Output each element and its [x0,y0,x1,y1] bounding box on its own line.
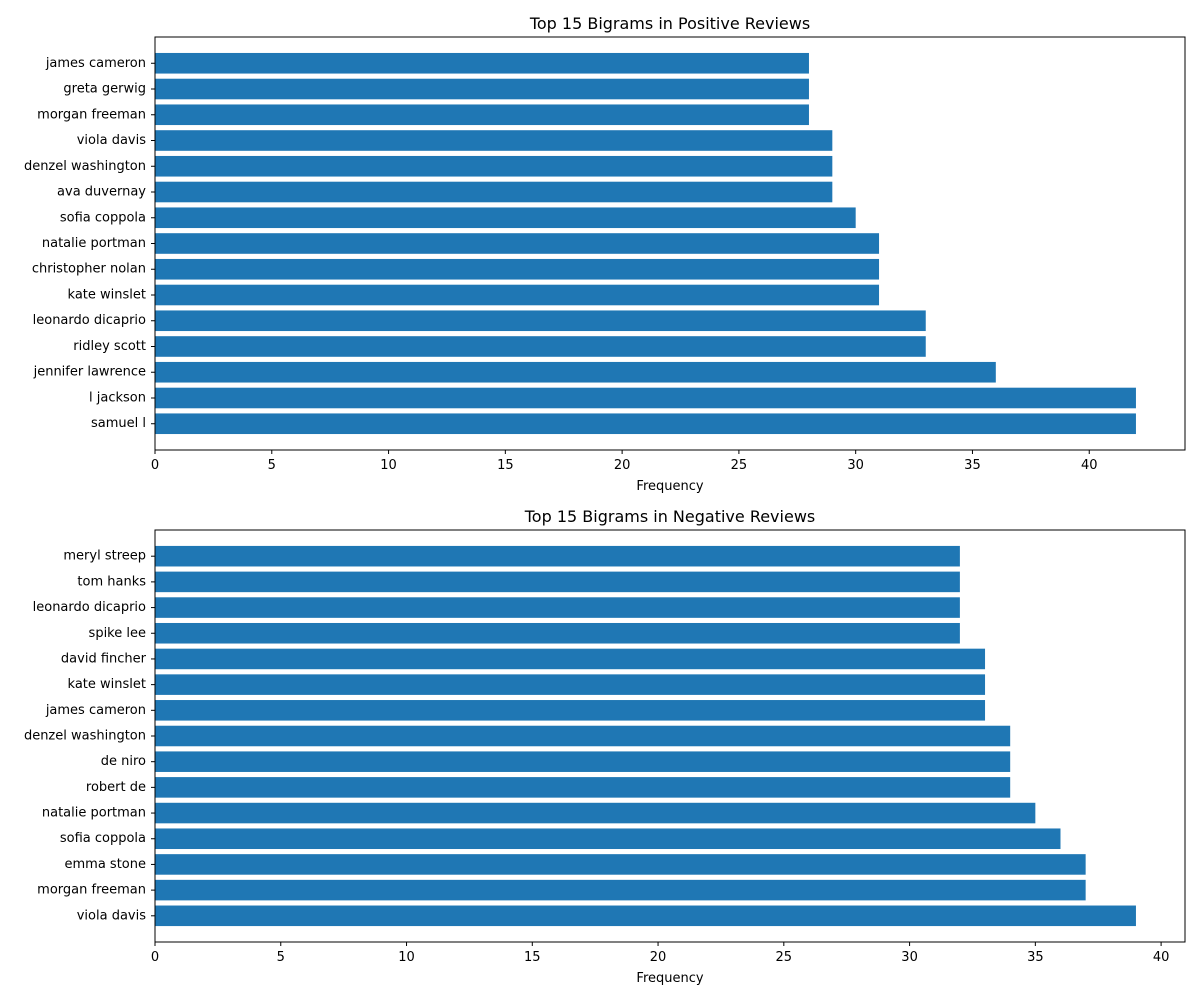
bar [155,258,880,280]
y-tick-label: sofia coppola [60,831,146,846]
y-tick-label: l jackson [89,390,146,405]
y-tick-label: meryl streep [63,549,146,564]
x-tick-label: 35 [964,458,981,473]
bar [155,310,926,332]
bar [155,879,1086,901]
x-tick-labels: 0 5 10 15 20 25 30 35 40 [151,942,1170,965]
bar [155,233,880,254]
x-tick-label: 40 [1153,950,1170,965]
bar [155,284,880,306]
y-tick-label: christopher nolan [32,262,146,277]
x-tick-label: 0 [151,950,159,965]
y-tick-label: denzel washington [24,729,146,744]
bar [155,828,1061,850]
y-tick-label: james cameron [45,703,146,718]
x-axis-label: Frequency [636,971,703,986]
x-axis-label: Frequency [636,479,703,494]
bar [155,130,833,151]
x-tick-label: 30 [847,458,864,473]
x-tick-label: 35 [1027,950,1044,965]
y-tick-label: leonardo dicaprio [33,600,146,615]
y-tick-label: greta gerwig [63,82,146,97]
x-tick-label: 10 [398,950,415,965]
y-tick-label: natalie portman [42,236,146,251]
positive-bigrams-chart: Top 15 Bigrams in Positive Reviews samue… [24,14,1186,494]
bar [155,207,856,229]
x-tick-label: 5 [277,950,285,965]
bars-group [155,545,1136,927]
y-tick-label: kate winslet [68,677,146,692]
y-tick-label: de niro [101,754,146,769]
bar [155,545,960,567]
bar [155,181,833,203]
y-tick-label: leonardo dicaprio [33,313,146,328]
bar [155,777,1011,798]
y-tick-label: denzel washington [24,159,146,174]
bar [155,802,1036,824]
y-tick-labels: viola davis morgan freeman emma stone sofia… [24,549,155,923]
bar [155,387,1136,409]
y-tick-label: natalie portman [42,806,146,821]
y-tick-label: morgan freeman [37,107,146,122]
bar [155,413,1136,435]
x-tick-label: 5 [268,458,276,473]
negative-bigrams-chart: Top 15 Bigrams in Negative Reviews viola… [24,507,1186,986]
bar [155,905,1136,927]
y-tick-label: james cameron [45,56,146,71]
plot-frame [154,529,1186,943]
bar [155,52,809,74]
y-tick-label: morgan freeman [37,883,146,898]
x-tick-label: 20 [614,458,631,473]
bar [155,700,986,721]
x-tick-label: 15 [524,950,541,965]
x-tick-label: 25 [731,458,748,473]
chart-title: Top 15 Bigrams in Positive Reviews [529,14,810,33]
x-tick-labels: 0 5 10 15 20 25 30 35 40 [151,450,1098,473]
y-tick-labels: samuel l l jackson jennifer lawrence ridley… [24,56,155,431]
y-tick-label: sofia coppola [60,210,146,225]
y-tick-label: ridley scott [73,339,146,354]
bar [155,597,960,618]
x-tick-label: 40 [1081,458,1098,473]
y-tick-label: spike lee [89,626,146,641]
y-tick-label: samuel l [91,416,146,431]
chart-title: Top 15 Bigrams in Negative Reviews [524,507,815,526]
bar [155,361,996,383]
x-tick-label: 30 [901,950,918,965]
x-tick-label: 0 [151,458,159,473]
bar [155,336,926,357]
x-tick-label: 20 [650,950,667,965]
bar [155,78,809,100]
y-tick-label: kate winslet [68,287,146,302]
bar [155,854,1086,875]
plot-frame [154,36,1186,451]
y-tick-label: emma stone [65,857,147,872]
y-tick-label: tom hanks [77,574,146,589]
bar [155,155,833,177]
y-tick-label: jennifer lawrence [33,365,146,380]
bar [155,725,1011,747]
bars-group [155,52,1136,435]
bar [155,648,986,670]
bar [155,622,960,644]
bar [155,751,1011,772]
y-tick-label: robert de [86,780,146,795]
y-tick-label: ava duvernay [57,185,146,200]
y-tick-label: viola davis [77,133,146,148]
x-tick-label: 25 [776,950,793,965]
bar [155,674,986,695]
bar [155,104,809,126]
x-tick-label: 15 [497,458,514,473]
x-tick-label: 10 [380,458,397,473]
y-tick-label: david fincher [61,651,147,666]
bar [155,571,960,593]
y-tick-label: viola davis [77,908,146,923]
